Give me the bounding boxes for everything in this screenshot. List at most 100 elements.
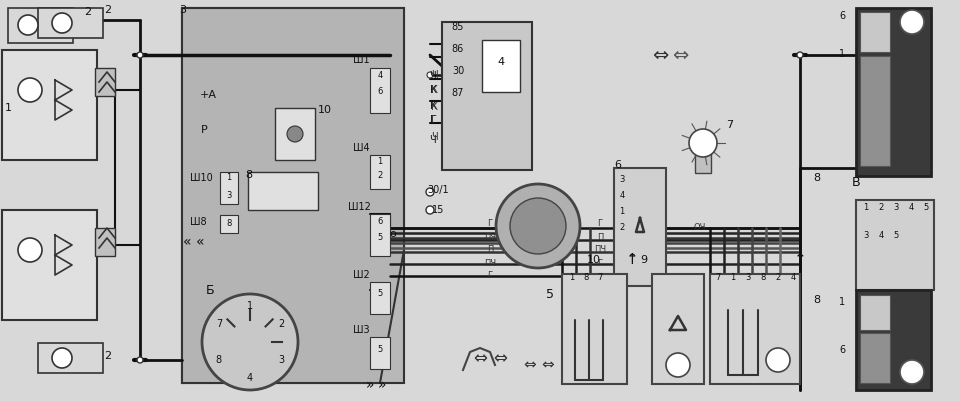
Polygon shape [182, 8, 404, 383]
Text: К: К [429, 85, 437, 95]
Text: 10: 10 [318, 105, 332, 115]
Text: П: П [597, 233, 603, 241]
Bar [860, 333, 890, 383]
Text: ⇔: ⇔ [523, 358, 537, 373]
Text: Ш4: Ш4 [353, 143, 370, 153]
Text: ⇔: ⇔ [652, 45, 668, 65]
Text: Ч: Ч [430, 135, 437, 145]
Text: 4: 4 [878, 231, 883, 239]
Circle shape [18, 78, 42, 102]
Bar [710, 274, 800, 384]
Circle shape [426, 206, 434, 214]
Text: Ч: Ч [431, 132, 438, 142]
Bar [370, 337, 390, 369]
Text: 30: 30 [452, 66, 464, 76]
Bar [860, 56, 890, 166]
Text: B: B [852, 176, 860, 190]
Text: 6: 6 [377, 87, 383, 97]
Text: 10: 10 [587, 255, 601, 265]
Text: 4: 4 [377, 71, 383, 81]
Bar [370, 282, 390, 314]
Text: 2: 2 [776, 273, 780, 282]
Bar [856, 290, 931, 390]
Text: 85: 85 [452, 22, 465, 32]
Text: 3: 3 [863, 231, 869, 239]
Text: 86: 86 [452, 44, 464, 54]
Text: 7: 7 [216, 319, 222, 329]
Text: 2: 2 [105, 5, 111, 15]
Text: 4: 4 [908, 203, 914, 213]
Text: К: К [431, 102, 438, 112]
Circle shape [510, 198, 566, 254]
Text: 1: 1 [619, 207, 625, 217]
Text: 87: 87 [452, 88, 465, 98]
Circle shape [137, 357, 143, 363]
Text: 5: 5 [924, 203, 928, 213]
Text: Г: Г [430, 115, 436, 125]
Text: 3: 3 [227, 192, 231, 200]
Text: ⇔: ⇔ [493, 349, 507, 367]
Bar [562, 274, 627, 384]
Bar [8, 8, 73, 43]
Bar [614, 168, 666, 286]
Bar [370, 155, 390, 189]
Text: «: « [183, 235, 191, 249]
Text: ПЧ: ПЧ [484, 233, 496, 241]
Text: ОЧ: ОЧ [694, 223, 707, 233]
Text: Г: Г [488, 271, 492, 281]
Bar [248, 172, 318, 210]
Bar [482, 40, 520, 92]
Text: Ш3: Ш3 [353, 325, 370, 335]
Bar [220, 172, 238, 204]
Text: 2: 2 [878, 203, 883, 213]
Bar [95, 228, 115, 256]
Text: 3: 3 [894, 203, 899, 213]
Bar [275, 108, 315, 160]
Text: 8: 8 [760, 273, 766, 282]
Text: 1: 1 [227, 174, 231, 182]
Text: 3: 3 [619, 176, 625, 184]
Text: 1: 1 [839, 49, 845, 59]
Text: Б: Б [205, 284, 214, 296]
Text: 8: 8 [813, 295, 821, 305]
Text: 6: 6 [614, 160, 621, 170]
Bar [442, 22, 532, 170]
Text: Ш2: Ш2 [353, 270, 370, 280]
Circle shape [52, 348, 72, 368]
Text: ↑: ↑ [794, 253, 806, 267]
Text: 30/1: 30/1 [427, 185, 449, 195]
Text: 5: 5 [377, 344, 383, 354]
Text: 6: 6 [839, 11, 845, 21]
Text: ⇔: ⇔ [541, 358, 554, 373]
Text: 5: 5 [546, 288, 554, 302]
Text: 5: 5 [377, 233, 383, 243]
Text: П: П [487, 245, 493, 255]
Circle shape [496, 184, 580, 268]
Bar [370, 214, 390, 256]
Text: 1: 1 [839, 297, 845, 307]
Circle shape [666, 353, 690, 377]
Bar [38, 8, 103, 38]
Circle shape [287, 126, 303, 142]
Text: P: P [201, 125, 207, 135]
Text: o: o [390, 229, 396, 239]
Text: 6: 6 [377, 217, 383, 225]
Text: 7: 7 [727, 120, 733, 130]
Text: Г: Г [431, 115, 437, 125]
Circle shape [689, 129, 717, 157]
Text: «: « [196, 235, 204, 249]
Text: К: К [431, 85, 438, 95]
Text: 2: 2 [377, 172, 383, 180]
Text: 1: 1 [569, 273, 575, 282]
Text: Ч: Ч [431, 70, 438, 80]
Circle shape [202, 294, 298, 390]
Bar [2, 50, 97, 160]
Text: 4: 4 [247, 373, 253, 383]
Text: 3: 3 [180, 5, 186, 15]
Text: 3: 3 [745, 273, 751, 282]
Text: 8: 8 [584, 273, 588, 282]
Text: 1: 1 [731, 273, 735, 282]
Bar [652, 274, 704, 384]
Text: 3: 3 [278, 355, 284, 365]
Text: 4: 4 [790, 273, 796, 282]
